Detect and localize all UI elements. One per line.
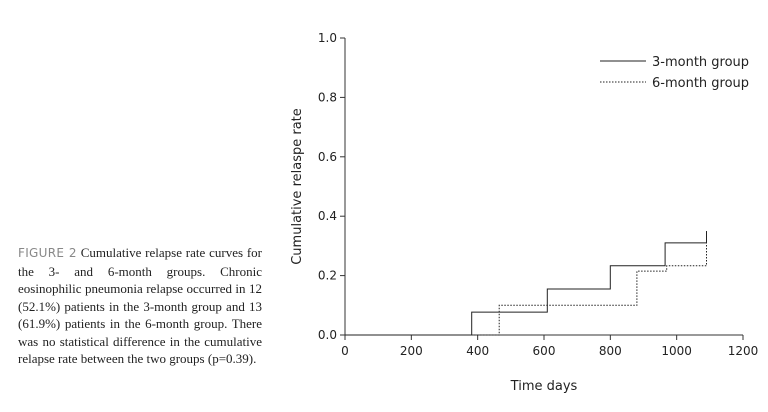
legend-label-2: 6-month group — [652, 76, 749, 91]
y-axis-label: Cumulative relaspe rate — [290, 108, 305, 265]
x-tick-label: 400 — [466, 344, 489, 358]
x-tick-label: 200 — [400, 344, 423, 358]
y-tick-label: 0.0 — [318, 328, 337, 342]
x-tick-label: 0 — [341, 344, 349, 358]
y-tick-label: 0.6 — [318, 150, 337, 164]
figure-caption: FIGURE 2 Cumulative relapse rate curves … — [18, 244, 262, 368]
series-line-1 — [345, 231, 707, 336]
y-tick-label: 1.0 — [318, 31, 337, 45]
x-tick-label: 600 — [533, 344, 556, 358]
x-axis-label: Time days — [510, 379, 578, 394]
y-tick-label: 0.2 — [318, 269, 337, 283]
y-tick-label: 0.4 — [318, 209, 337, 223]
x-tick-label: 1000 — [661, 344, 692, 358]
x-tick-label: 1200 — [728, 344, 759, 358]
caption-text: Cumulative relapse rate curves for the 3… — [18, 245, 263, 366]
y-tick-label: 0.8 — [318, 90, 337, 104]
x-tick-label: 800 — [599, 344, 622, 358]
figure-label: FIGURE 2 — [18, 246, 77, 260]
legend-label-1: 3-month group — [652, 55, 749, 70]
series-line-2 — [345, 231, 707, 336]
